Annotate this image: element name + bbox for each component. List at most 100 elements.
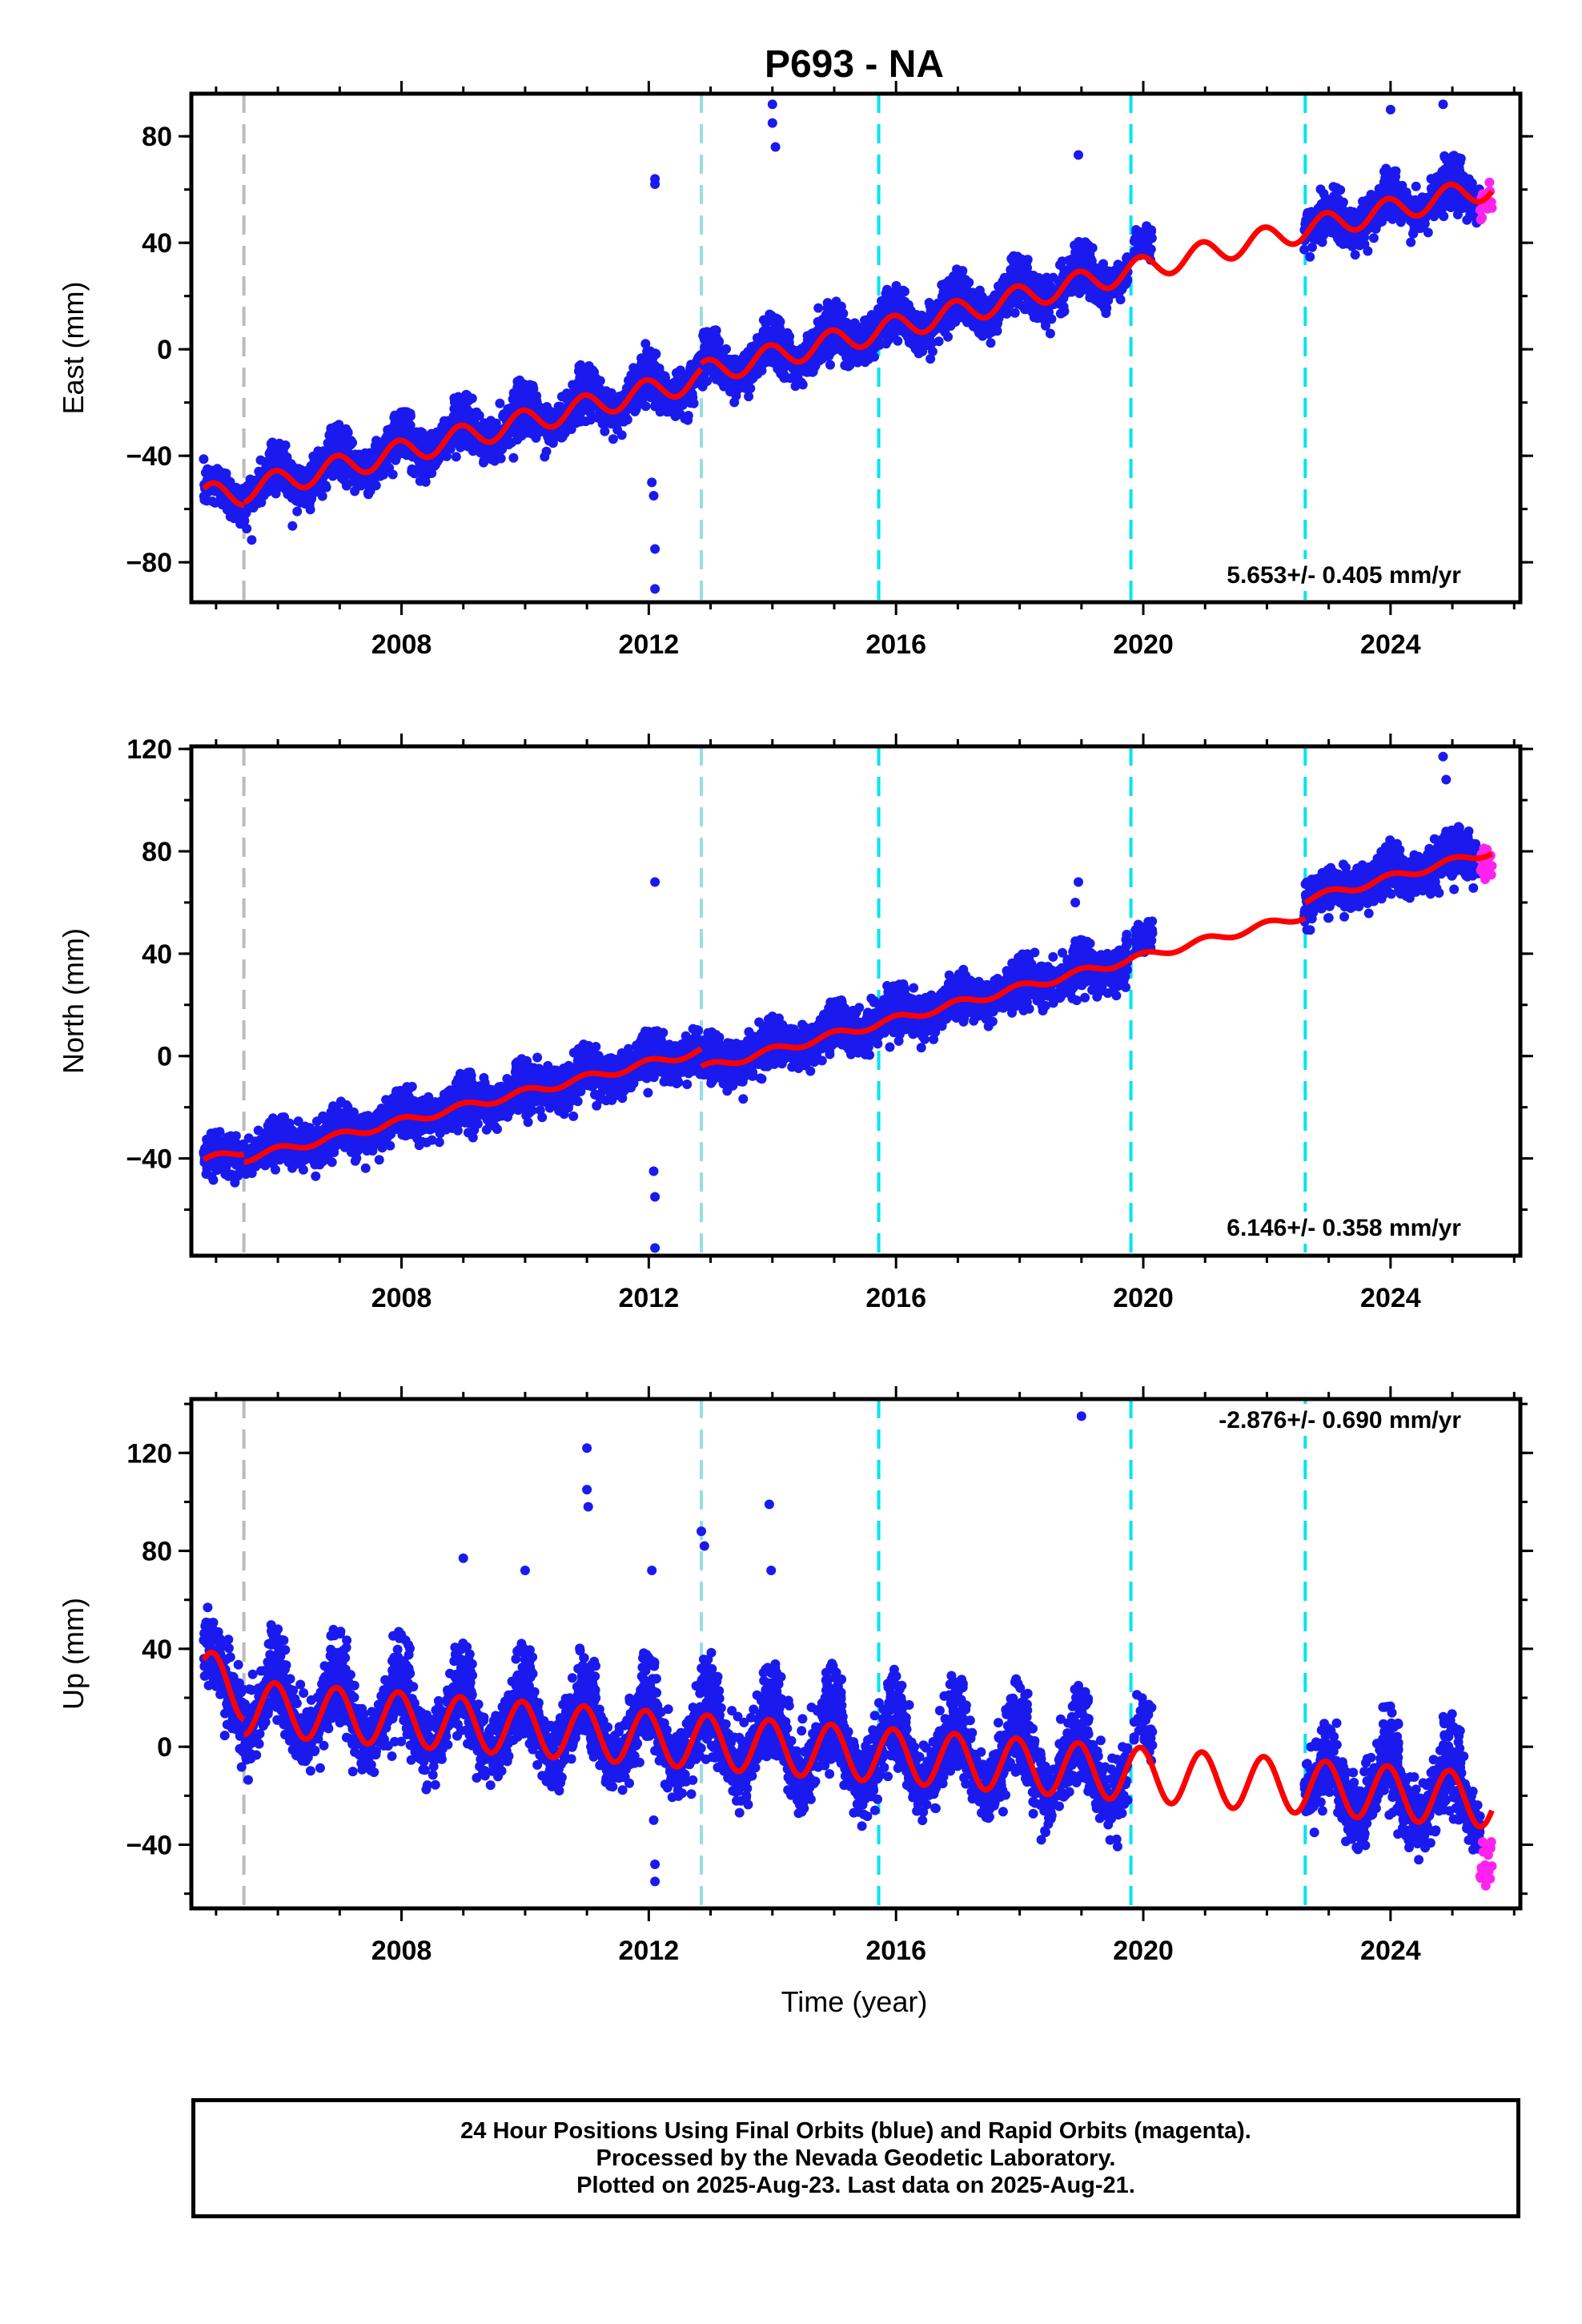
- final-point: [491, 418, 501, 428]
- final-point: [689, 398, 699, 408]
- final-point: [926, 354, 936, 364]
- final-point: [1335, 185, 1346, 195]
- final-point: [321, 482, 331, 493]
- final-point: [797, 380, 808, 390]
- final-point: [785, 332, 795, 342]
- final-point: [379, 469, 388, 480]
- final-point: [588, 365, 598, 376]
- final-point: [608, 434, 618, 444]
- final-point: [1045, 328, 1055, 339]
- final-point: [327, 438, 338, 448]
- final-point: [1022, 257, 1031, 267]
- final-point: [199, 454, 209, 464]
- final-point: [576, 360, 586, 370]
- final-point: [772, 315, 782, 325]
- final-point: [317, 491, 327, 501]
- final-point: [515, 386, 525, 396]
- final-point: [247, 535, 257, 545]
- final-point: [640, 339, 651, 349]
- final-point: [833, 316, 844, 327]
- final-point: [387, 469, 398, 480]
- final-point: [701, 346, 711, 356]
- final-point: [745, 384, 756, 393]
- final-point: [898, 285, 909, 296]
- final-point: [698, 331, 709, 340]
- final-point: [420, 476, 431, 487]
- final-point: [1072, 251, 1082, 262]
- final-point: [1010, 308, 1020, 318]
- final-point: [882, 284, 892, 295]
- final-point: [825, 360, 835, 370]
- final-point: [616, 430, 627, 440]
- final-point: [541, 446, 552, 456]
- final-point: [721, 344, 731, 354]
- final-point: [451, 452, 461, 462]
- final-point: [292, 506, 303, 517]
- final-point: [943, 332, 953, 342]
- final-point: [774, 328, 785, 338]
- final-point: [813, 303, 824, 313]
- final-point: [1406, 237, 1416, 247]
- final-point: [622, 415, 632, 425]
- final-point: [405, 411, 416, 421]
- final-point: [883, 293, 893, 304]
- chart-title: P693 - NA: [765, 43, 944, 86]
- final-point: [272, 440, 282, 450]
- final-point: [1115, 295, 1126, 305]
- final-point: [333, 426, 343, 436]
- final-point: [651, 349, 661, 360]
- final-point: [600, 426, 610, 436]
- final-point: [744, 392, 754, 402]
- final-point: [587, 380, 597, 390]
- final-point: [305, 505, 315, 515]
- final-point: [640, 401, 651, 412]
- final-point: [1439, 211, 1449, 222]
- final-point: [955, 279, 966, 290]
- final-point: [1363, 246, 1373, 256]
- final-point: [1423, 227, 1433, 238]
- final-point: [831, 296, 841, 307]
- final-point: [1006, 264, 1016, 275]
- final-point: [242, 524, 252, 534]
- final-point: [462, 410, 472, 420]
- final-point: [1305, 251, 1315, 262]
- final-point: [452, 409, 462, 420]
- final-point: [578, 378, 588, 388]
- data-points: [199, 99, 1497, 594]
- final-point: [268, 452, 279, 462]
- final-point: [508, 452, 519, 463]
- final-point: [869, 352, 879, 362]
- final-point: [474, 411, 484, 420]
- final-point: [1307, 242, 1317, 252]
- final-point: [442, 451, 452, 461]
- final-point: [822, 303, 833, 313]
- final-point: [765, 331, 775, 341]
- final-point: [636, 353, 646, 364]
- final-point: [757, 365, 767, 376]
- final-point: [496, 453, 506, 464]
- final-point: [758, 315, 769, 325]
- final-point: [347, 437, 358, 448]
- final-point: [1368, 233, 1379, 243]
- final-point: [512, 376, 523, 387]
- final-point: [585, 415, 596, 425]
- final-point: [343, 428, 353, 438]
- final-point: [461, 392, 472, 402]
- final-point: [927, 346, 938, 356]
- final-point: [702, 376, 713, 386]
- final-point: [1338, 197, 1348, 207]
- final-point: [1019, 266, 1030, 276]
- final-point: [1059, 306, 1070, 316]
- final-point: [392, 412, 402, 422]
- final-point: [1046, 314, 1057, 324]
- final-point: [714, 349, 725, 360]
- final-point: [371, 480, 381, 491]
- final-point: [287, 521, 298, 531]
- final-point: [893, 336, 903, 346]
- final-point: [1411, 181, 1421, 191]
- final-point: [648, 366, 658, 376]
- final-point: [225, 476, 235, 487]
